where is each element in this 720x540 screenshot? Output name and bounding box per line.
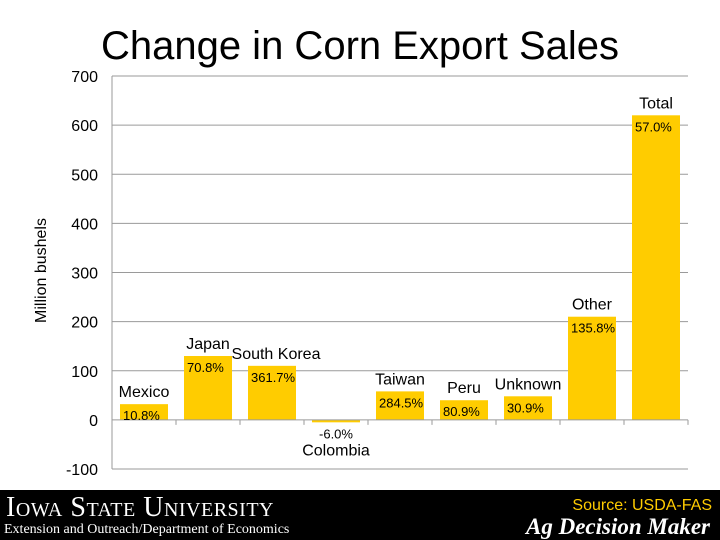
category-label: Japan bbox=[186, 336, 230, 353]
department-text: Extension and Outreach/Department of Eco… bbox=[4, 522, 290, 537]
data-label: 30.9% bbox=[507, 400, 544, 415]
footer-bar: Iowa State University Extension and Outr… bbox=[0, 490, 720, 540]
category-label: South Korea bbox=[232, 346, 321, 363]
y-tick-label: 300 bbox=[71, 266, 98, 283]
y-tick-label: 200 bbox=[71, 315, 98, 332]
brand-logo-text: Ag Decision Maker bbox=[526, 514, 710, 539]
bar-chart: -100 0 100 200 300 400 500 600 700 Million bushel… bbox=[33, 69, 689, 479]
bar bbox=[504, 396, 552, 420]
source-text: Source: USDA-FAS bbox=[572, 497, 712, 514]
data-label: 284.5% bbox=[379, 395, 424, 410]
category-label: Mexico bbox=[119, 384, 170, 401]
bar bbox=[568, 316, 616, 420]
data-label: 10.8% bbox=[123, 408, 160, 423]
bar bbox=[248, 365, 296, 420]
data-label: 57.0% bbox=[635, 119, 672, 134]
bar bbox=[184, 356, 232, 420]
y-axis-label: Million bushels bbox=[33, 218, 50, 323]
data-label: 70.8% bbox=[187, 360, 224, 375]
y-tick-label: 400 bbox=[71, 216, 98, 233]
category-label: Total bbox=[639, 95, 673, 112]
category-label: Unknown bbox=[495, 376, 562, 393]
category-label: Peru bbox=[447, 380, 481, 397]
bar bbox=[440, 400, 488, 420]
data-label: -6.0% bbox=[319, 426, 353, 441]
data-label: 361.7% bbox=[251, 370, 296, 385]
y-tick-label: -100 bbox=[66, 462, 98, 479]
y-tick-label: 700 bbox=[71, 69, 98, 86]
bar bbox=[376, 391, 424, 420]
university-logo-text: Iowa State University bbox=[6, 492, 274, 523]
y-tick-label: 100 bbox=[71, 364, 98, 381]
chart-title: Change in Corn Export Sales bbox=[100, 24, 620, 68]
data-label: 135.8% bbox=[571, 321, 616, 336]
bar bbox=[120, 404, 168, 420]
y-tick-label: 500 bbox=[71, 167, 98, 184]
bar bbox=[312, 419, 360, 423]
data-label: 80.9% bbox=[443, 404, 480, 419]
category-label: Colombia bbox=[302, 442, 370, 459]
y-tick-label: 600 bbox=[71, 118, 98, 135]
bar bbox=[632, 115, 680, 420]
category-label: Taiwan bbox=[375, 371, 425, 388]
category-label: Other bbox=[572, 297, 613, 314]
y-tick-label: 0 bbox=[89, 413, 98, 430]
